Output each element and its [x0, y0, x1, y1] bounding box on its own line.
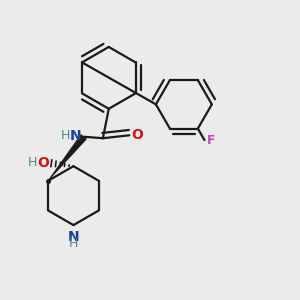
Text: H: H — [28, 156, 37, 169]
Text: O: O — [37, 156, 49, 170]
Text: N: N — [70, 129, 81, 143]
Text: N: N — [68, 230, 79, 244]
Text: H: H — [69, 238, 78, 250]
Text: H: H — [61, 129, 70, 142]
Polygon shape — [48, 134, 86, 181]
Text: O: O — [131, 128, 143, 142]
Text: F: F — [207, 134, 215, 147]
